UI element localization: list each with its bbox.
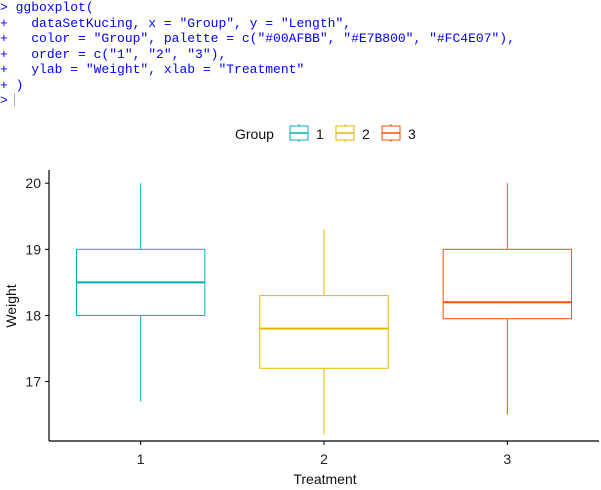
console-code: ) bbox=[7, 77, 24, 93]
box-group-3 bbox=[442, 183, 572, 415]
box-group-1 bbox=[76, 183, 206, 402]
console-line: > ggboxplot( bbox=[0, 0, 601, 16]
legend-key-3: 3 bbox=[381, 124, 416, 142]
console-prompt: > bbox=[0, 0, 8, 15]
console-prompt: + bbox=[0, 77, 8, 93]
legend-title: Group bbox=[235, 126, 274, 142]
r-console[interactable]: > ggboxplot(+ dataSetKucing, x = "Group"… bbox=[0, 0, 601, 110]
boxplot-chart: Group 1 2 3 17 18 19 20 1 2 3 Treatment Weight bbox=[3, 124, 599, 487]
x-tick-label: 1 bbox=[137, 451, 145, 467]
legend-label: 3 bbox=[408, 126, 416, 142]
console-line: + dataSetKucing, x = "Group", y = "Lengt… bbox=[0, 16, 601, 32]
box-iqr bbox=[442, 248, 572, 320]
console-code: dataSetKucing, x = "Group", y = "Length"… bbox=[7, 15, 352, 31]
y-tick-label: 20 bbox=[25, 175, 41, 191]
x-tick-label: 2 bbox=[320, 451, 328, 467]
console-prompt: + bbox=[0, 46, 8, 62]
x-tick-label: 3 bbox=[503, 451, 511, 467]
text-cursor bbox=[13, 93, 15, 106]
plot-area bbox=[76, 183, 572, 435]
legend-key-2: 2 bbox=[335, 124, 370, 142]
x-axis-title: Treatment bbox=[293, 471, 356, 487]
y-tick-label: 18 bbox=[25, 307, 41, 323]
y-axis-title: Weight bbox=[3, 284, 19, 327]
legend-key-1: 1 bbox=[289, 124, 324, 142]
box-iqr bbox=[259, 295, 389, 369]
console-prompt: > bbox=[0, 93, 8, 108]
legend-label: 1 bbox=[316, 126, 324, 142]
console-prompt: + bbox=[0, 15, 8, 31]
console-code: order = c("1", "2", "3"), bbox=[7, 46, 227, 62]
console-line: + ) bbox=[0, 78, 601, 94]
console-code: ggboxplot( bbox=[7, 0, 94, 15]
console-prompt: + bbox=[0, 31, 8, 46]
x-axis-ticks: 1 2 3 bbox=[137, 441, 511, 467]
legend: Group 1 2 3 bbox=[235, 124, 416, 142]
console-line: + order = c("1", "2", "3"), bbox=[0, 47, 601, 63]
console-line: > bbox=[0, 93, 601, 109]
console-line: + color = "Group", palette = c("#00AFBB"… bbox=[0, 31, 601, 47]
y-tick-label: 17 bbox=[25, 374, 41, 390]
y-axis-ticks: 17 18 19 20 bbox=[25, 175, 49, 390]
console-code: ylab = "Weight", xlab = "Treatment" bbox=[7, 62, 305, 77]
legend-label: 2 bbox=[362, 126, 370, 142]
console-code: color = "Group", palette = c("#00AFBB", … bbox=[7, 31, 515, 46]
y-tick-label: 19 bbox=[25, 241, 41, 257]
box-group-2 bbox=[259, 229, 389, 435]
console-line: + ylab = "Weight", xlab = "Treatment" bbox=[0, 62, 601, 78]
console-prompt: + bbox=[0, 62, 8, 77]
